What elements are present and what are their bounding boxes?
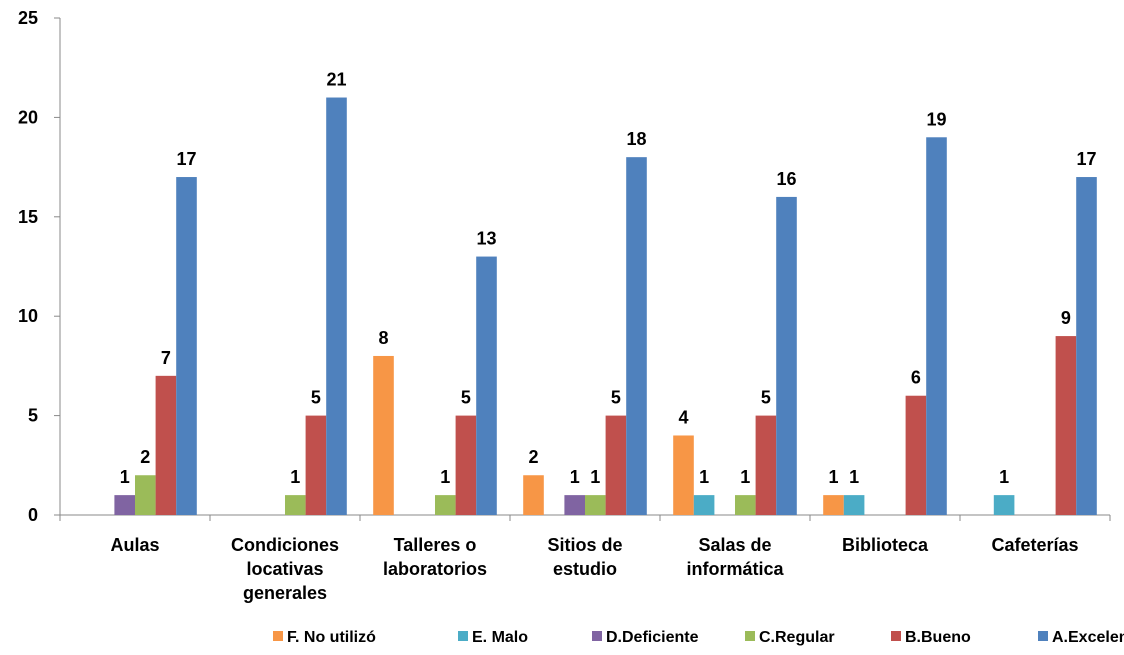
legend-swatch [891,631,901,641]
bar [476,256,497,515]
bar [776,196,797,516]
x-tick-label: Biblioteca [842,535,929,555]
data-label: 1 [699,467,709,487]
bar [523,475,544,515]
data-label: 5 [611,388,621,408]
bar [735,495,756,515]
bar [373,355,394,515]
y-tick-label: 5 [28,406,38,426]
bar [926,137,947,515]
data-label: 19 [926,109,946,129]
bar [993,495,1015,515]
data-label: 1 [440,467,450,487]
data-label: 2 [140,447,150,467]
bar [905,395,927,515]
data-label: 4 [678,407,688,427]
bar [843,495,865,515]
data-label: 9 [1061,308,1071,328]
legend-label: D.Deficiente [606,629,699,646]
x-tick-label: Sitios de estudio [547,535,622,579]
x-tick-label: Aulas [110,535,159,555]
legend-label: E. Malo [472,629,528,646]
legend-label: C.Regular [759,629,835,646]
data-label: 5 [461,388,471,408]
bar [693,495,715,515]
bar [1076,177,1097,516]
data-label: 1 [828,467,838,487]
legend-swatch [1038,631,1048,641]
bar [673,435,694,515]
data-label: 18 [626,129,646,149]
data-label: 13 [476,229,496,249]
bar [605,415,627,515]
bar [564,495,585,515]
bar [585,495,606,515]
legend-swatch [592,631,602,641]
x-tick-label: Talleres o laboratorios [383,535,487,579]
bar [755,415,777,515]
y-tick-label: 0 [28,505,38,525]
data-label: 2 [528,447,538,467]
data-label: 17 [176,149,196,169]
y-tick-label: 20 [18,107,38,127]
x-tick-label: Cafeterías [991,535,1078,555]
data-label: 1 [290,467,300,487]
y-tick-label: 10 [18,306,38,326]
data-label: 16 [776,169,796,189]
legend-swatch [458,631,468,641]
data-label: 1 [570,467,580,487]
data-label: 1 [849,467,859,487]
data-label: 17 [1076,149,1096,169]
legend-label: B.Bueno [905,629,971,646]
bar [455,415,477,515]
y-tick-label: 25 [18,8,38,28]
data-label: 5 [761,388,771,408]
legend-label: A.Excelente [1052,629,1124,646]
data-label: 8 [378,328,388,348]
data-label: 21 [326,70,346,90]
data-label: 1 [740,467,750,487]
legend-label: F. No utilizó [287,629,376,646]
bar [626,157,647,515]
data-label: 7 [161,348,171,368]
legend-swatch [745,631,755,641]
bar [435,495,456,515]
x-tick-label: Condiciones locativas generales [231,535,339,603]
legend-swatch [273,631,283,641]
data-label: 1 [590,467,600,487]
y-tick-label: 15 [18,207,38,227]
bar [176,177,197,516]
bar [114,495,135,515]
bar [326,97,347,516]
data-label: 1 [120,467,130,487]
x-tick-label: Salas de informática [686,535,784,579]
bar [285,495,306,515]
bar [155,375,177,515]
bar [305,415,327,515]
data-label: 5 [311,388,321,408]
bar [1055,336,1077,515]
data-label: 1 [999,467,1009,487]
bar [135,475,156,515]
data-label: 6 [911,368,921,388]
bar [823,495,844,515]
